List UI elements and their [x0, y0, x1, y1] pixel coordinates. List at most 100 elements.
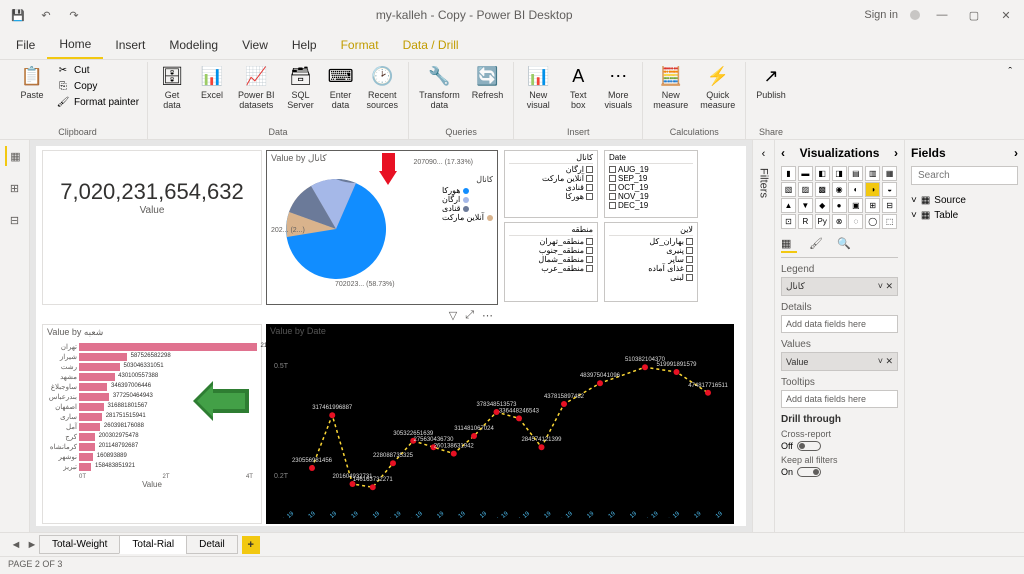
- chevron-left-icon[interactable]: ‹: [762, 148, 766, 160]
- viz-type-icon[interactable]: ◉: [832, 182, 847, 197]
- viz-type-icon[interactable]: ▬: [798, 166, 813, 181]
- slicer-item[interactable]: منطقه_عرب: [509, 264, 593, 273]
- morevisuals-button[interactable]: ⋯More visuals: [600, 62, 636, 127]
- viz-type-icon[interactable]: ⬚: [882, 214, 897, 229]
- transform-button[interactable]: 🔧Transform data: [415, 62, 464, 127]
- pie-visual[interactable]: Value by کانال 207090... (17.33%) 702023…: [266, 150, 498, 305]
- slicer-item[interactable]: لبنی: [609, 273, 693, 282]
- viz-type-icon[interactable]: ⊟: [882, 198, 897, 213]
- copy-button[interactable]: ⎘Copy: [54, 78, 141, 94]
- viz-type-icon[interactable]: R: [798, 214, 813, 229]
- menu-modeling[interactable]: Modeling: [157, 30, 230, 59]
- tab-next-icon[interactable]: ►: [24, 537, 40, 553]
- signin-link[interactable]: Sign in: [864, 9, 898, 21]
- data-view-icon[interactable]: ⊞: [5, 178, 25, 198]
- slicer-item[interactable]: هورکا: [509, 192, 593, 201]
- menu-home[interactable]: Home: [47, 30, 103, 59]
- tooltips-well[interactable]: Add data fields here: [781, 390, 898, 408]
- slicer-item[interactable]: ارگان: [509, 165, 593, 174]
- viz-type-icon[interactable]: ⊗: [832, 214, 847, 229]
- slicer-item[interactable]: قنادی: [509, 183, 593, 192]
- fields-tab-icon[interactable]: ▦: [781, 237, 797, 253]
- canvas[interactable]: 7,020,231,654,632 Value Value by کانال: [30, 140, 752, 532]
- bar-row[interactable]: شیراز587526582298: [47, 352, 257, 362]
- viz-type-icon[interactable]: ▩: [815, 182, 830, 197]
- more-options-icon[interactable]: ⋯: [482, 309, 493, 322]
- paste-button[interactable]: 📋 Paste: [14, 62, 50, 127]
- slicer-item[interactable]: غذای آماده: [609, 264, 693, 273]
- tab-totalrial[interactable]: Total-Rial: [119, 535, 187, 554]
- viz-type-icon[interactable]: ▨: [798, 182, 813, 197]
- save-icon[interactable]: 💾: [8, 5, 28, 25]
- publish-button[interactable]: ↗Publish: [752, 62, 790, 127]
- excel-button[interactable]: 📊Excel: [194, 62, 230, 127]
- enterdata-button[interactable]: ⌨Enter data: [323, 62, 359, 127]
- bar-visual[interactable]: Value by شعبه تهران2198870515890شیراز587…: [42, 324, 262, 524]
- legend-well[interactable]: کانال˅ ✕: [781, 277, 898, 296]
- maximize-icon[interactable]: ▢: [964, 5, 984, 25]
- avatar-icon[interactable]: [910, 10, 920, 20]
- menu-help[interactable]: Help: [280, 30, 329, 59]
- cut-button[interactable]: ✂Cut: [54, 62, 141, 78]
- slicer-channel[interactable]: کانال ارگانآنلاین مارکتقنادیهورکا: [504, 150, 598, 218]
- painter-button[interactable]: 🖌Format painter: [54, 94, 141, 110]
- tab-add-button[interactable]: +: [242, 536, 260, 554]
- slicer-date[interactable]: Date AUG_19SEP_19OCT_19NOV_19DEC_19: [604, 150, 698, 218]
- filter-icon[interactable]: ▽: [449, 309, 457, 322]
- viz-type-icon[interactable]: ◨: [832, 166, 847, 181]
- slicer-item[interactable]: ساپر: [609, 255, 693, 264]
- viz-type-icon[interactable]: ●: [832, 198, 847, 213]
- viz-type-icon[interactable]: ◆: [815, 198, 830, 213]
- viz-type-icon[interactable]: ▲: [781, 198, 796, 213]
- viz-type-icon[interactable]: ▣: [848, 198, 863, 213]
- quickmeasure-button[interactable]: ⚡Quick measure: [696, 62, 739, 127]
- viz-type-icon[interactable]: ◑: [865, 182, 880, 197]
- bar-row[interactable]: نوشهر160893889: [47, 452, 257, 462]
- card-visual[interactable]: 7,020,231,654,632 Value: [42, 150, 262, 305]
- viz-type-icon[interactable]: ▼: [798, 198, 813, 213]
- close-icon[interactable]: ✕: [996, 5, 1016, 25]
- slicer-item[interactable]: منطقه_جنوب: [509, 246, 593, 255]
- viz-type-icon[interactable]: ▥: [865, 166, 880, 181]
- redo-icon[interactable]: ↷: [64, 5, 84, 25]
- minimize-icon[interactable]: —: [932, 5, 952, 25]
- slicer-item[interactable]: SEP_19: [609, 174, 693, 183]
- slicer-item[interactable]: AUG_19: [609, 165, 693, 174]
- slicer-item[interactable]: منطقه_تهران: [509, 237, 593, 246]
- viz-type-icon[interactable]: ◒: [882, 182, 897, 197]
- viz-type-icon[interactable]: ◌: [848, 214, 863, 229]
- newvisual-button[interactable]: 📊New visual: [520, 62, 556, 127]
- bar-row[interactable]: کرج200302975478: [47, 432, 257, 442]
- viz-type-icon[interactable]: ◐: [848, 182, 863, 197]
- bar-row[interactable]: تبریز158483851921: [47, 462, 257, 472]
- slicer-item[interactable]: آنلاین مارکت: [509, 174, 593, 183]
- tab-prev-icon[interactable]: ◄: [8, 537, 24, 553]
- undo-icon[interactable]: ↶: [36, 5, 56, 25]
- details-well[interactable]: Add data fields here: [781, 315, 898, 333]
- sql-button[interactable]: 🗃SQL Server: [283, 62, 319, 127]
- slicer-region[interactable]: منطقه منطقه_تهرانمنطقه_جنوبمنطقه_شمالمنط…: [504, 222, 598, 302]
- viz-type-icon[interactable]: ◧: [815, 166, 830, 181]
- viz-type-icon[interactable]: ⊡: [781, 214, 796, 229]
- slicer-item[interactable]: DEC_19: [609, 201, 693, 210]
- viz-type-icon[interactable]: ▧: [781, 182, 796, 197]
- refresh-button[interactable]: 🔄Refresh: [468, 62, 508, 127]
- getdata-button[interactable]: 🗄Get data: [154, 62, 190, 127]
- fields-search-input[interactable]: [911, 166, 1018, 185]
- report-view-icon[interactable]: ▦: [5, 146, 25, 166]
- model-view-icon[interactable]: ⊟: [5, 210, 25, 230]
- slicer-item[interactable]: NOV_19: [609, 192, 693, 201]
- crossreport-toggle[interactable]: [797, 441, 821, 451]
- table-source[interactable]: ˅▦Source: [911, 193, 1018, 208]
- values-well[interactable]: Value˅ ✕: [781, 352, 898, 371]
- chevron-left-icon[interactable]: ‹: [781, 146, 785, 160]
- viz-type-icon[interactable]: ▦: [882, 166, 897, 181]
- analytics-tab-icon[interactable]: 🔍: [837, 237, 853, 253]
- menu-datadrill[interactable]: Data / Drill: [391, 30, 471, 59]
- textbox-button[interactable]: AText box: [560, 62, 596, 127]
- tab-totalweight[interactable]: Total-Weight: [39, 535, 120, 554]
- viz-type-icon[interactable]: ◯: [865, 214, 880, 229]
- pbids-button[interactable]: 📈Power BI datasets: [234, 62, 279, 127]
- viz-type-icon[interactable]: ⊞: [865, 198, 880, 213]
- newmeasure-button[interactable]: 🧮New measure: [649, 62, 692, 127]
